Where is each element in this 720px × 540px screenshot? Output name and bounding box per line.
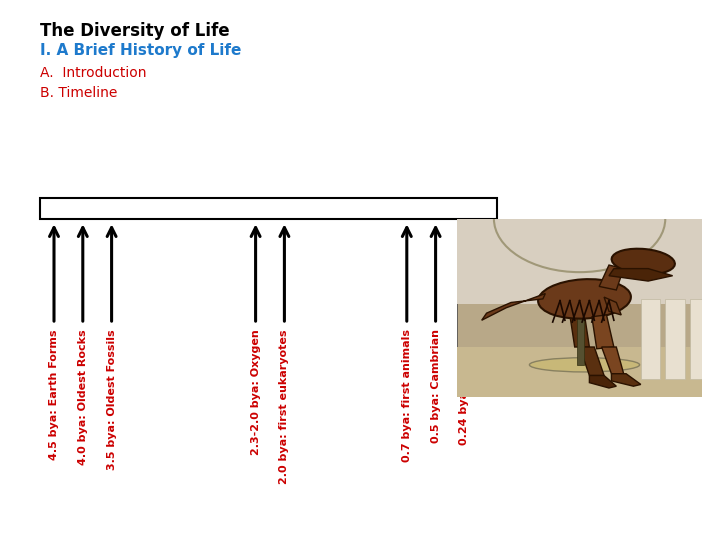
Polygon shape: [482, 294, 545, 320]
Polygon shape: [599, 265, 624, 290]
Polygon shape: [609, 268, 672, 281]
Text: 2.0 bya: first eukaryotes: 2.0 bya: first eukaryotes: [279, 329, 289, 484]
Bar: [577, 312, 585, 365]
Bar: [457, 219, 702, 304]
Ellipse shape: [612, 249, 675, 274]
Polygon shape: [592, 315, 614, 349]
Ellipse shape: [529, 357, 639, 372]
Text: 4.0 bya: Oldest Rocks: 4.0 bya: Oldest Rocks: [78, 329, 88, 465]
Bar: [40, 198, 497, 219]
Text: B. Timeline: B. Timeline: [40, 86, 117, 100]
Text: 0.7 bya: first animals: 0.7 bya: first animals: [402, 329, 412, 462]
Text: 4.5 bya: Earth Forms: 4.5 bya: Earth Forms: [49, 329, 59, 460]
Bar: [641, 299, 660, 379]
Bar: [690, 299, 709, 379]
Text: 2.3-2.0 bya: Oxygen: 2.3-2.0 bya: Oxygen: [251, 329, 261, 455]
Bar: [457, 347, 702, 397]
Bar: [665, 299, 685, 379]
Polygon shape: [570, 315, 590, 347]
Text: 3.5 bya: Oldest Fossils: 3.5 bya: Oldest Fossils: [107, 329, 117, 470]
Text: A.  Introduction: A. Introduction: [40, 66, 146, 80]
Polygon shape: [611, 374, 641, 386]
Polygon shape: [602, 347, 624, 374]
Text: I. A Brief History of Life: I. A Brief History of Life: [40, 43, 241, 58]
Polygon shape: [590, 375, 616, 388]
Polygon shape: [580, 347, 604, 375]
Ellipse shape: [538, 279, 631, 319]
Text: 0.24 bya:Mesozoic: 0.24 bya:Mesozoic: [459, 329, 469, 445]
Polygon shape: [604, 297, 621, 315]
Text: 0.5 bya: Cambrian: 0.5 bya: Cambrian: [431, 329, 441, 443]
Text: The Diversity of Life: The Diversity of Life: [40, 22, 229, 39]
